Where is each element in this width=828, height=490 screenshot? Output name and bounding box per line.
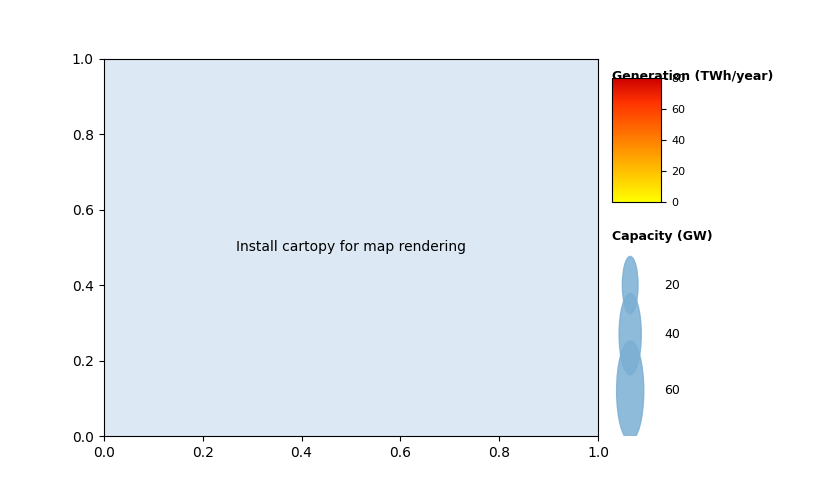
Text: 60: 60	[663, 384, 679, 397]
Text: Generation (TWh/year): Generation (TWh/year)	[611, 70, 773, 83]
Ellipse shape	[619, 294, 641, 375]
Ellipse shape	[622, 256, 638, 314]
Text: 20: 20	[663, 279, 679, 292]
Text: Install cartopy for map rendering: Install cartopy for map rendering	[236, 241, 465, 254]
Ellipse shape	[616, 341, 643, 441]
Text: Capacity (GW): Capacity (GW)	[611, 230, 711, 243]
Text: 40: 40	[663, 328, 679, 341]
